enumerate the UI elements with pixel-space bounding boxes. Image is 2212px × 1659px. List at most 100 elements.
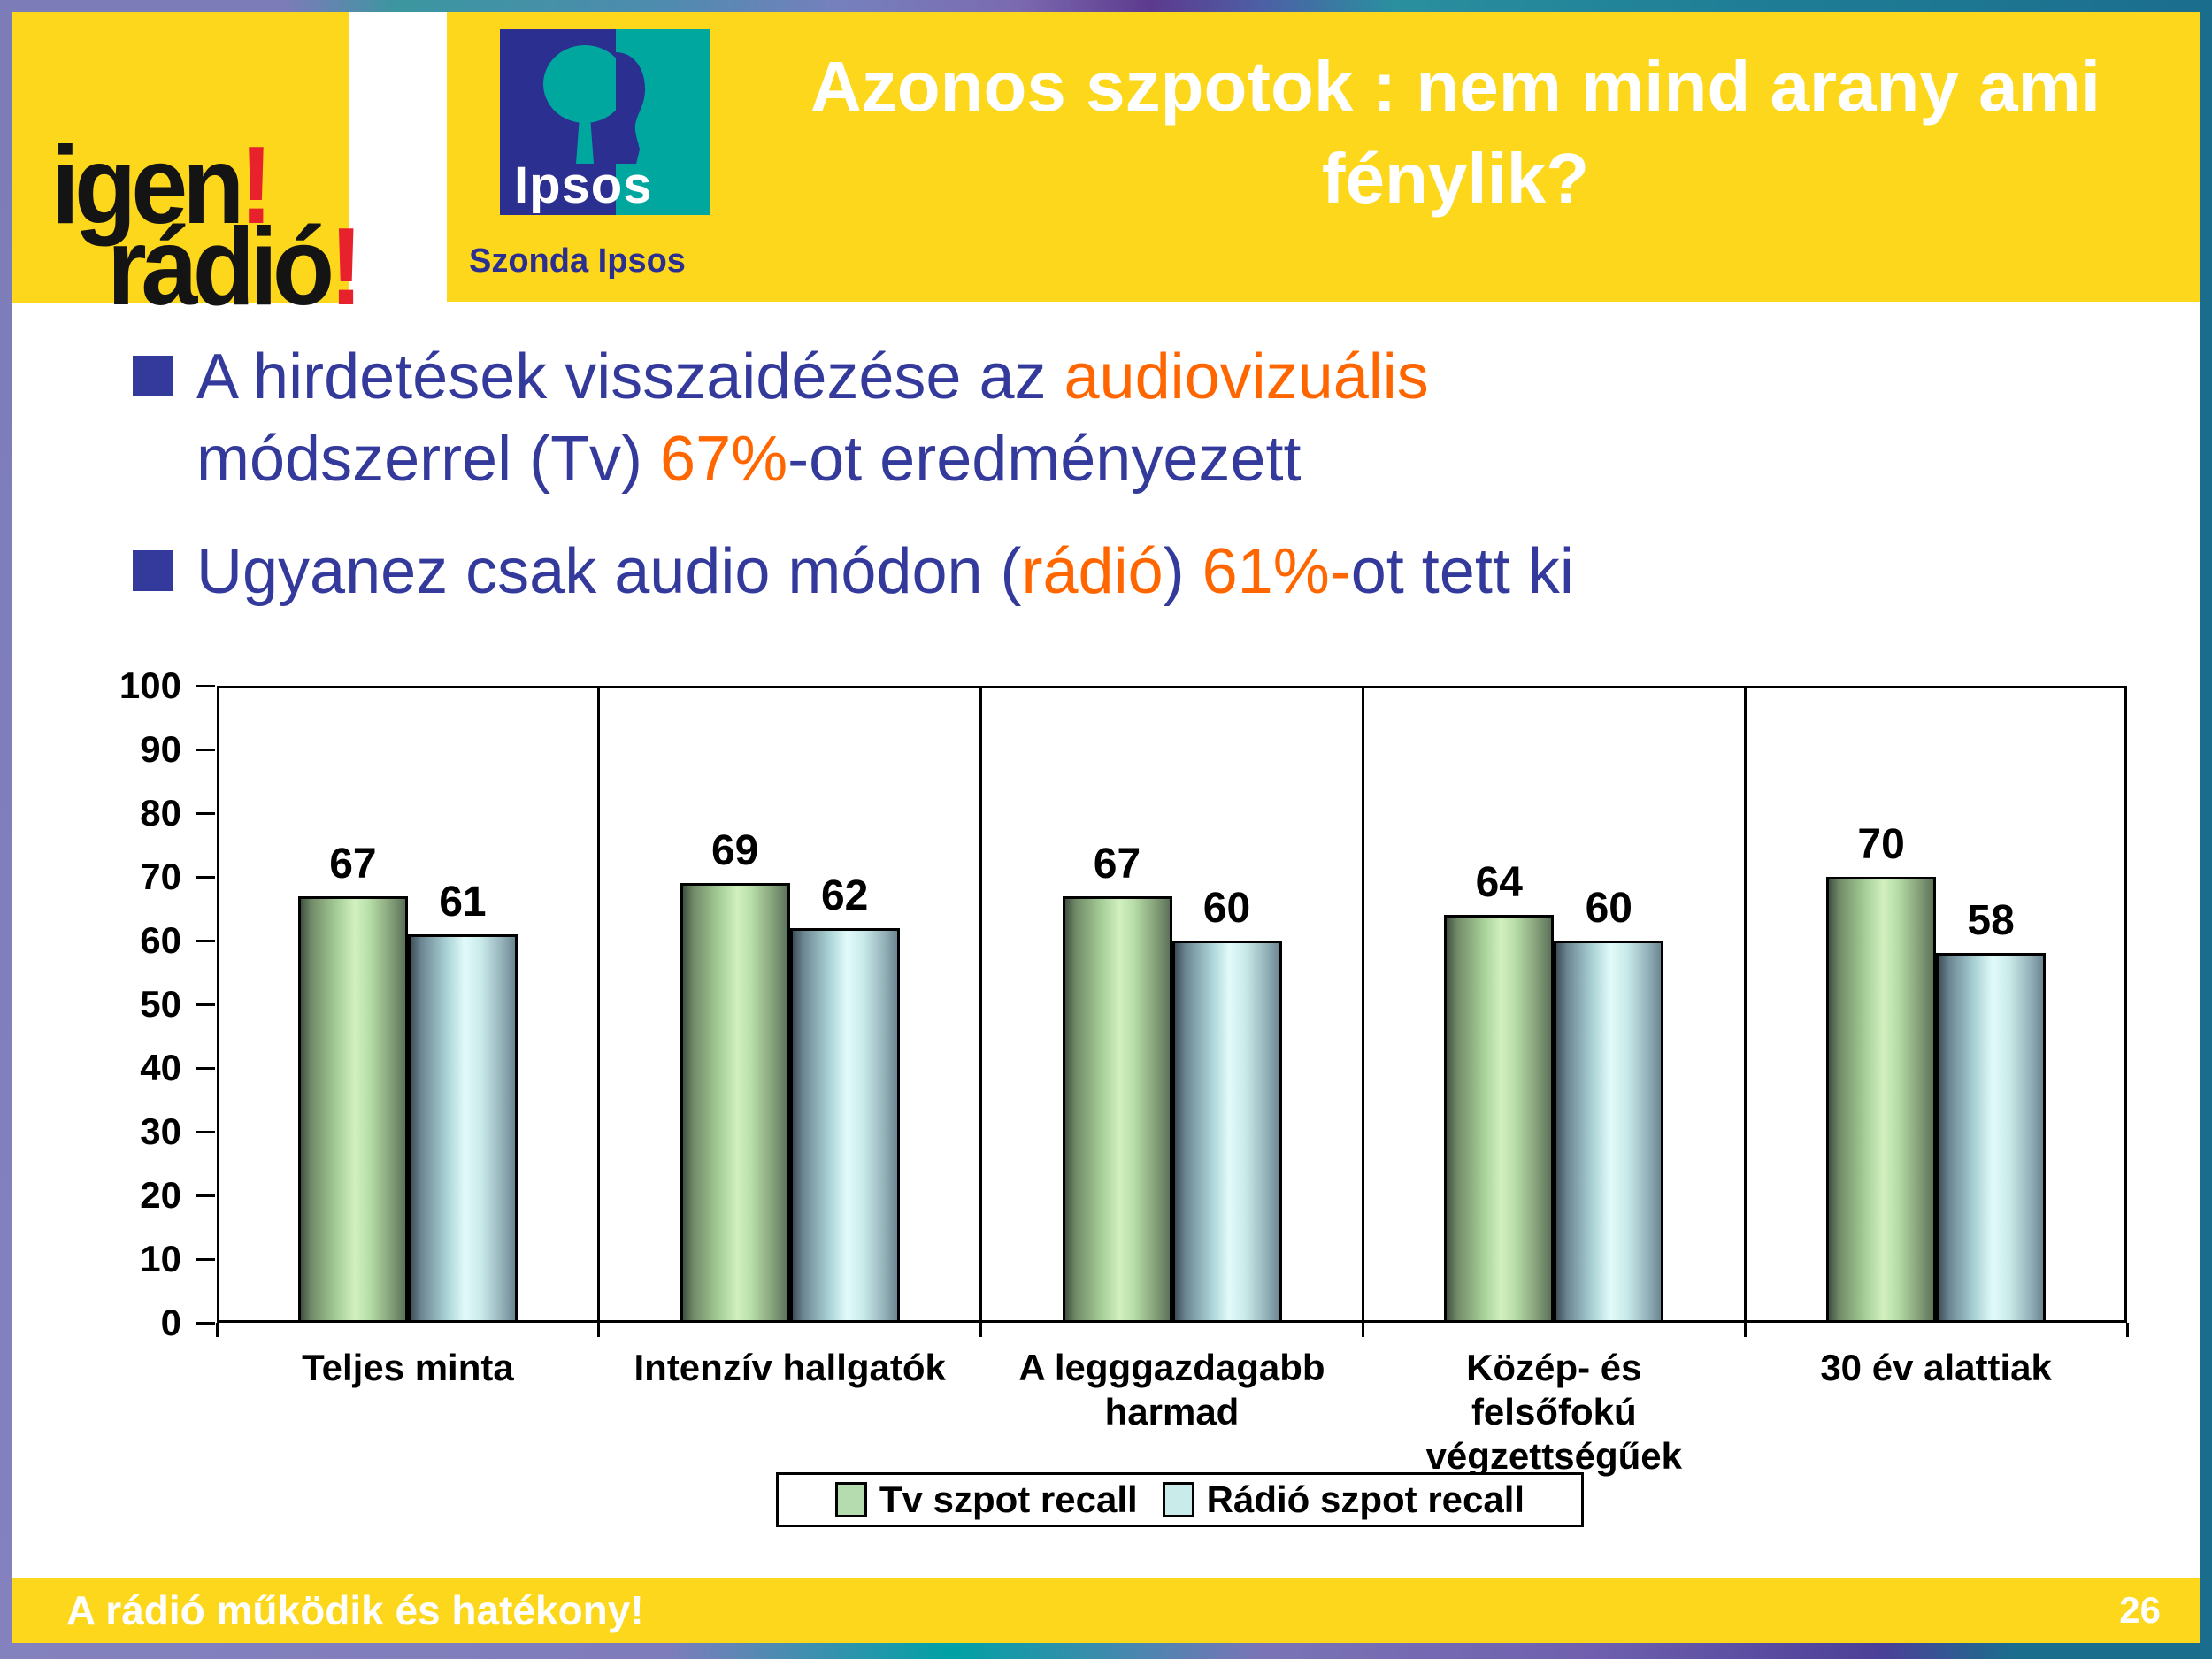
bar-value-label: 64 (1475, 859, 1523, 906)
bullet-text-segment: ) (1163, 536, 1202, 607)
bullet-text-segment: -ot eredményezett (787, 424, 1302, 495)
bullet-square-icon (133, 550, 173, 591)
bullet-text-segment: 67% (660, 424, 788, 495)
bar-value-label: 60 (1585, 885, 1632, 932)
y-axis-tick (196, 684, 215, 687)
slide-footer: A rádió működik és hatékony! 26 (12, 1578, 2200, 1643)
slide-header (447, 12, 2200, 302)
bar-value-label: 67 (1093, 841, 1141, 887)
bar-value-label: 61 (439, 879, 487, 926)
x-axis-tick (1743, 1323, 1747, 1337)
bullet-item: Ugyanez csak audio módon (rádió) 61%-ot … (133, 531, 2070, 613)
tv-recall-bar (1062, 896, 1172, 1323)
szonda-ipsos-label: Szonda Ipsos (469, 242, 686, 280)
y-axis-tick-label: 100 (119, 664, 181, 706)
radio-recall-bar (1936, 953, 2047, 1323)
bar-value-label: 69 (710, 827, 759, 874)
x-axis-tick (597, 1323, 601, 1337)
bullet-text-segment: ot tett ki (1350, 536, 1574, 607)
legend-label-tv: Tv szpot recall (879, 1479, 1138, 1520)
bullet-item: A hirdetések visszaidézése az audiovizuá… (133, 336, 2070, 501)
slide-border-top (0, 0, 2212, 12)
category-axis-label: A legggazdagabb harmad (1018, 1347, 1325, 1432)
bullet-text-segment: rádió (1021, 536, 1164, 607)
radio-recall-bar (1171, 941, 1282, 1323)
slide-border-left (0, 0, 12, 1659)
chart-legend: Tv szpot recall Rádió szpot recall (776, 1472, 1584, 1527)
logo-word-igen: igen! (51, 124, 273, 248)
x-axis-tick (979, 1323, 983, 1337)
tv-recall-bar (1444, 915, 1555, 1323)
slide-title-line1: Azonos szpotok : nem mind arany ami (810, 47, 2101, 126)
category-axis-label: 30 év alattiak (1820, 1347, 2052, 1388)
logo-exclamation: ! (239, 124, 273, 248)
x-axis-tick (1361, 1323, 1364, 1337)
bullet-text-segment: audiovizuális (1064, 342, 1429, 412)
bullet-text-segment: 61%- (1202, 536, 1351, 607)
category-divider-line (597, 686, 601, 1323)
bar-value-label: 70 (1857, 821, 1905, 868)
y-axis-tick-label: 50 (140, 983, 181, 1025)
bullet-text: Ugyanez csak audio módon (rádió) 61%-ot … (196, 531, 1574, 613)
igen-radio-logo: igen! rádió! (12, 12, 364, 322)
bar-value-label: 67 (329, 841, 377, 887)
y-axis-tick-label: 60 (140, 919, 181, 961)
tv-recall-bar (1826, 877, 1937, 1323)
logo-word-radio: rádió! (107, 205, 364, 329)
bar-value-label: 58 (1967, 897, 2015, 944)
tv-series-swatch (834, 1482, 867, 1517)
bullet-text-segment: módszerrel (Tv) (196, 424, 661, 495)
radio-recall-bar (407, 934, 518, 1323)
category-divider-line (979, 686, 983, 1323)
page-number: 26 (2119, 1589, 2161, 1631)
y-axis-tick-label: 40 (140, 1047, 181, 1088)
bullet-text-segment: A hirdetések visszaidézése az (196, 342, 1064, 412)
tv-recall-bar (680, 883, 790, 1323)
y-axis-tick-label: 0 (160, 1302, 181, 1343)
tv-recall-bar (297, 896, 408, 1323)
y-axis-tick (196, 748, 215, 751)
ipsos-logo: Ipsos (500, 29, 710, 215)
bullet-text-line: módszerrel (Tv) 67%-ot eredményezett (196, 419, 1429, 501)
y-axis-tick (196, 1130, 215, 1133)
y-axis-tick-label: 10 (140, 1238, 181, 1279)
category-axis-label: Teljes minta (302, 1347, 514, 1388)
y-axis-tick (196, 875, 215, 879)
slide-border-bottom (0, 1643, 2212, 1659)
y-axis-tick (196, 1002, 215, 1006)
y-axis-tick-label: 20 (140, 1174, 181, 1216)
bullet-list: A hirdetések visszaidézése az audiovizuá… (133, 336, 2070, 613)
ipsos-logo-text: Ipsos (514, 157, 653, 214)
category-axis-label: Intenzív hallgatók (634, 1347, 946, 1388)
y-axis-tick-label: 80 (140, 792, 181, 833)
legend-entry-tv: Tv szpot recall (834, 1479, 1138, 1521)
radio-series-swatch (1162, 1482, 1194, 1517)
category-divider-line (1361, 686, 1364, 1323)
radio-recall-bar (1554, 941, 1664, 1323)
bar-value-label: 62 (820, 872, 869, 919)
y-axis-tick (196, 939, 215, 942)
logo-exclamation: ! (329, 205, 363, 329)
radio-recall-bar (789, 928, 900, 1323)
category-divider-line (1743, 686, 1747, 1323)
bullet-text: A hirdetések visszaidézése az audiovizuá… (196, 336, 1429, 501)
x-axis-tick (215, 1323, 219, 1337)
y-axis-tick (196, 811, 215, 815)
slide-title: Azonos szpotok : nem mind arany ami fény… (734, 41, 2177, 225)
y-axis-tick-label: 90 (140, 728, 181, 770)
y-axis-tick (196, 1194, 215, 1197)
legend-entry-radio: Rádió szpot recall (1162, 1479, 1525, 1521)
bullet-text-segment: Ugyanez csak audio módon ( (196, 536, 1022, 607)
bullet-text-line: A hirdetések visszaidézése az audiovizuá… (196, 336, 1429, 419)
bullet-square-icon (133, 356, 173, 396)
bar-value-label: 60 (1202, 885, 1251, 932)
y-axis-tick-label: 70 (140, 856, 181, 897)
footer-slogan: A rádió működik és hatékony! (66, 1587, 644, 1633)
category-axis-label: Közép- és felsőfokú végzettségűek (1425, 1347, 1683, 1477)
y-axis-tick (196, 1066, 215, 1070)
y-axis-tick-label: 30 (140, 1110, 181, 1152)
bullet-text-line: Ugyanez csak audio módon (rádió) 61%-ot … (196, 531, 1574, 613)
y-axis-tick (196, 1257, 215, 1261)
y-axis-tick (196, 1321, 215, 1325)
